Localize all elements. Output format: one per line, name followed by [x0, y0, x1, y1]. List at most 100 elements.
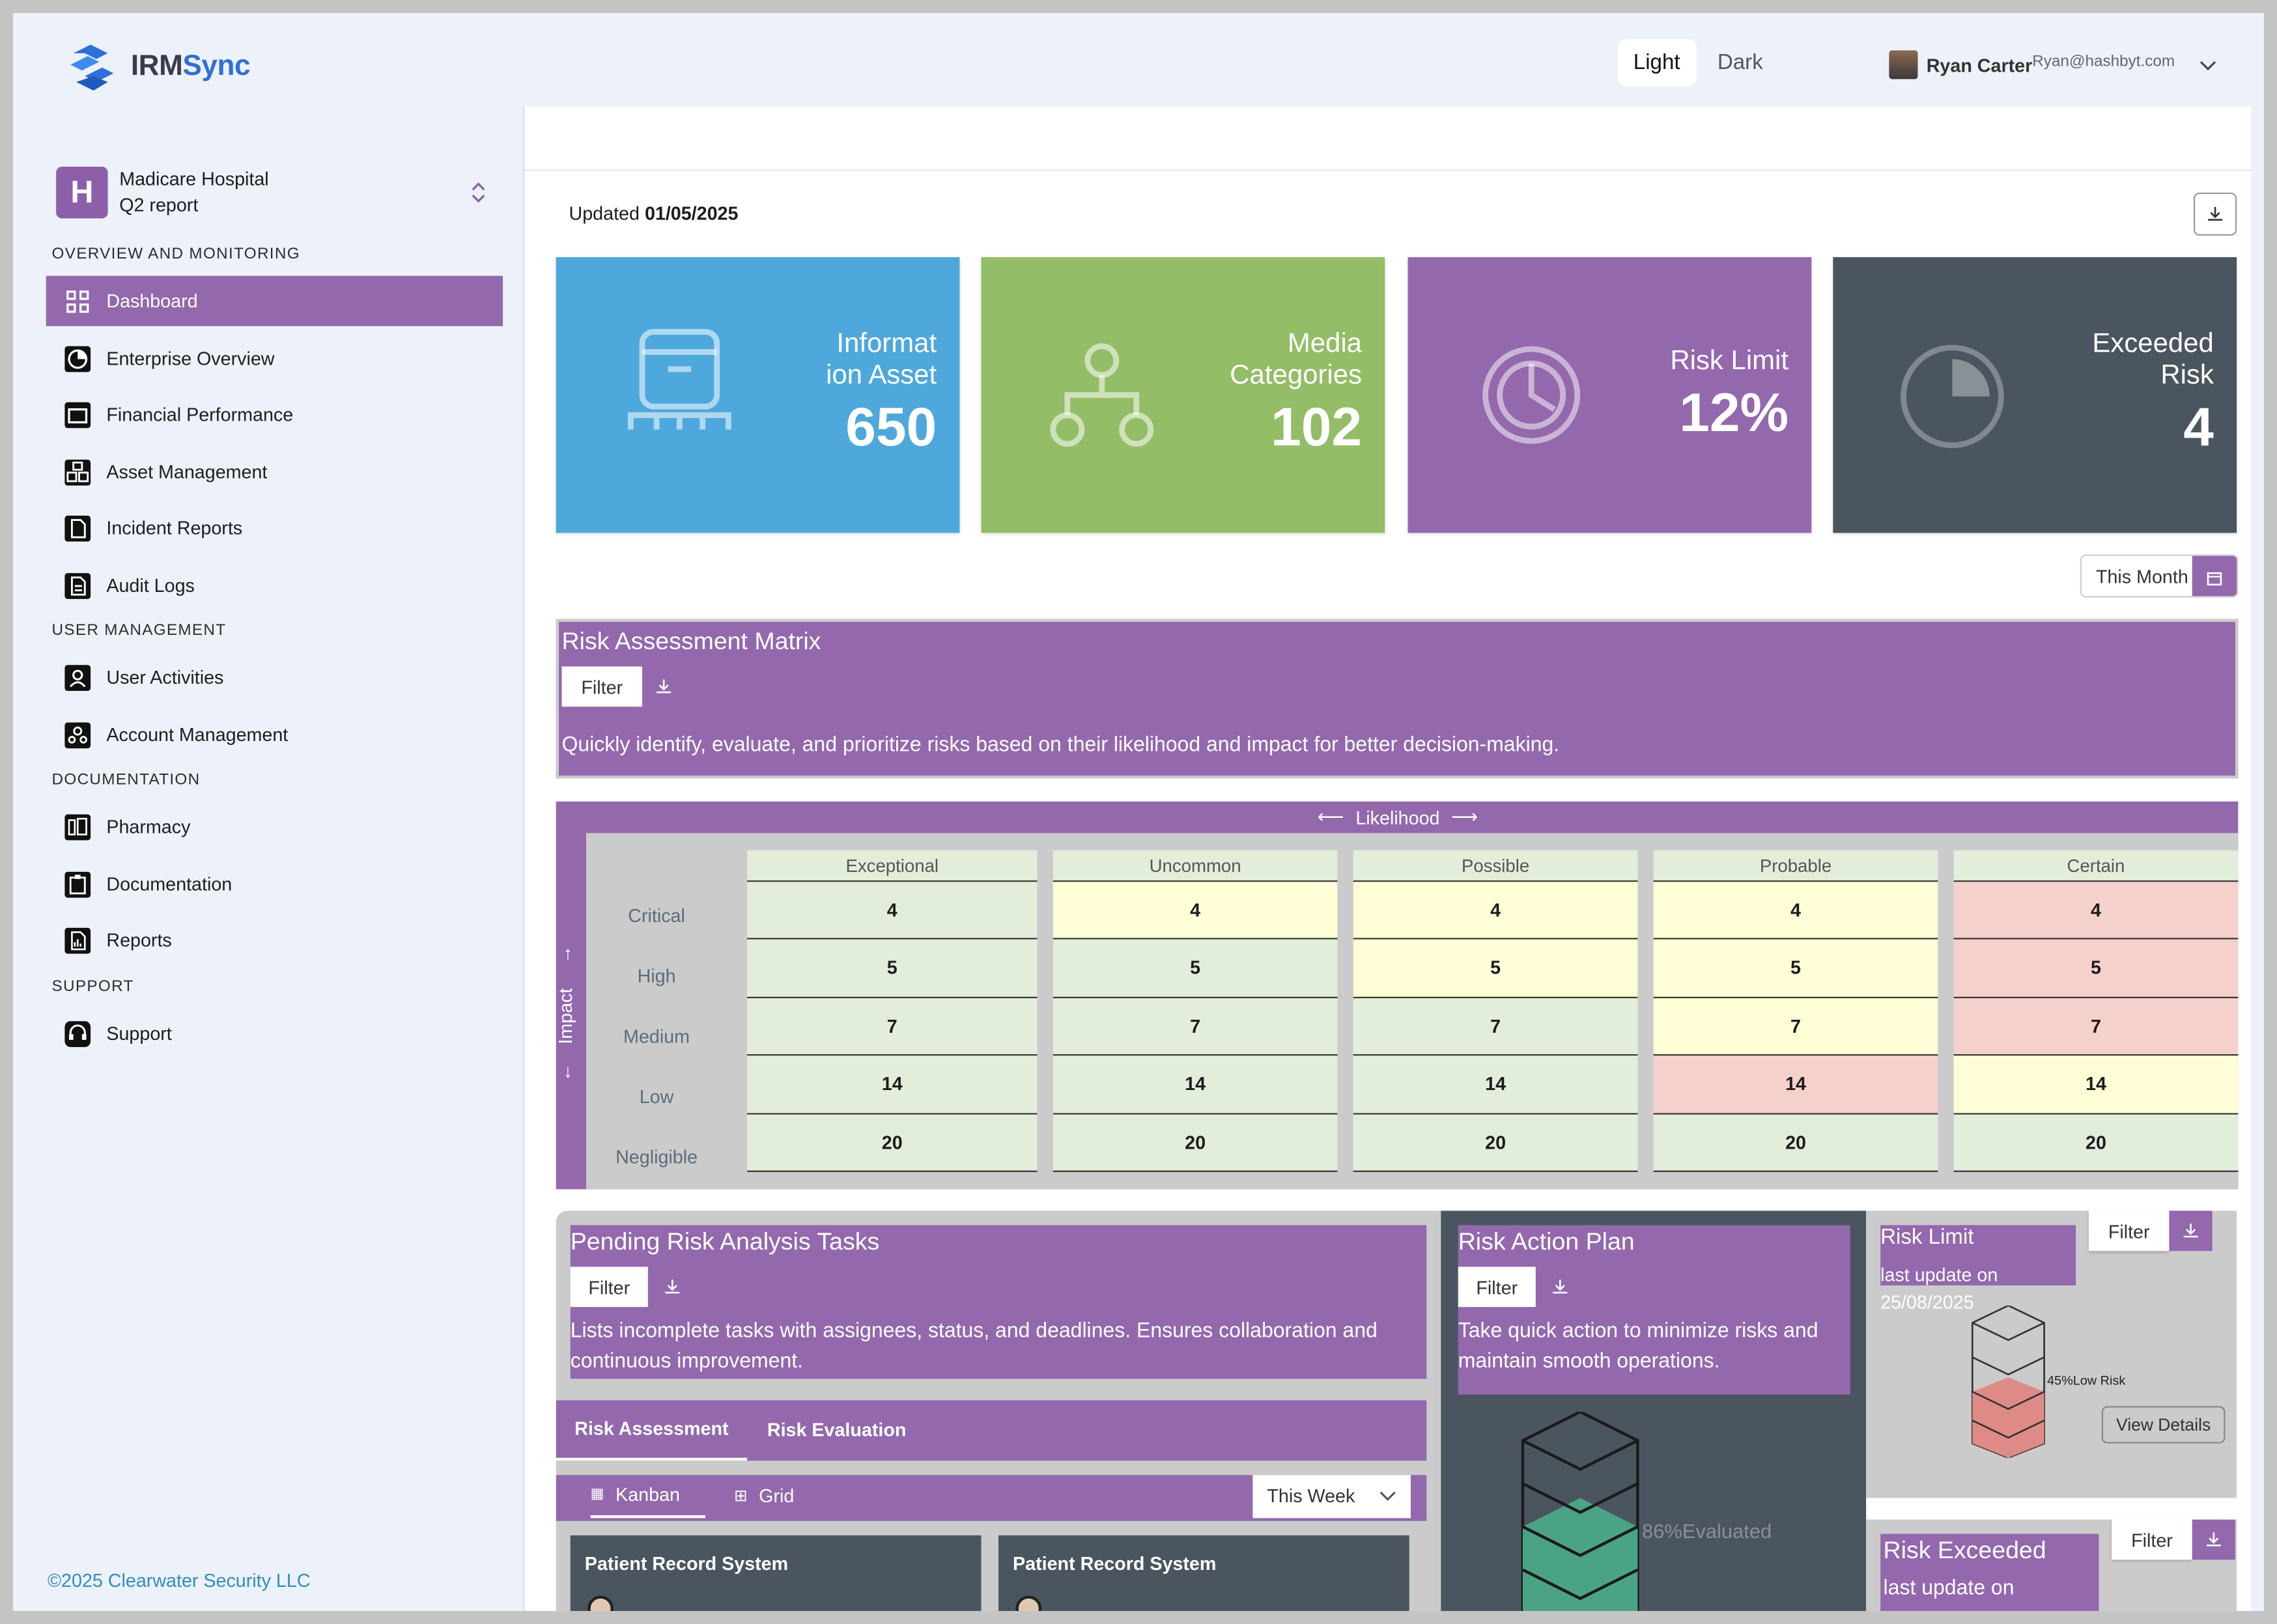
org-switcher[interactable]: H Madicare Hospital Q2 report — [56, 166, 487, 219]
matrix-cell[interactable]: 5 — [1053, 940, 1338, 998]
matrix-cell[interactable]: 5 — [747, 940, 1038, 998]
sidebar-item-audit-logs[interactable]: Audit Logs — [46, 560, 503, 610]
theme-switch[interactable]: Light Dark — [1617, 38, 1779, 87]
matrix-cell[interactable]: 20 — [1053, 1113, 1338, 1172]
view-kanban-button[interactable]: ▦ Kanban — [590, 1475, 706, 1519]
matrix-cell[interactable]: 7 — [1953, 998, 2239, 1056]
sidebar-item-financial-performance[interactable]: Financial Performance — [46, 389, 503, 440]
download-icon[interactable] — [1551, 1278, 1568, 1295]
sidebar-item-incident-reports[interactable]: Incident Reports — [46, 503, 503, 553]
matrix-cell[interactable]: 20 — [747, 1113, 1038, 1172]
view-details-button[interactable]: View Details — [2101, 1406, 2226, 1444]
risk-matrix-title: Risk Assessment Matrix — [561, 627, 821, 655]
sidebar-item-label: Reports — [106, 929, 172, 951]
sidebar-item-reports[interactable]: Reports — [46, 915, 503, 965]
pie-chart-icon — [1901, 344, 2004, 449]
matrix-cell[interactable]: 4 — [1053, 882, 1338, 940]
matrix-cell[interactable]: 7 — [747, 998, 1038, 1056]
filter-button[interactable]: Filter — [561, 666, 643, 707]
matrix-cell[interactable]: 7 — [1653, 998, 1938, 1056]
sidebar-item-label: Enterprise Overview — [106, 347, 275, 369]
sidebar-item-account-management[interactable]: Account Management — [46, 710, 503, 760]
download-icon — [2183, 1224, 2198, 1238]
stat-card-risk-limit[interactable]: Risk Limit 12% — [1407, 257, 1812, 533]
matrix-cell[interactable]: 4 — [1653, 882, 1938, 940]
matrix-cell[interactable]: 5 — [1353, 940, 1638, 998]
matrix-cell[interactable]: 20 — [1953, 1113, 2239, 1172]
theme-light-button[interactable]: Light — [1617, 38, 1696, 87]
matrix-column-possible: Possible 4 5 7 14 20 — [1353, 850, 1638, 1172]
user-menu[interactable]: Ryan Carter Ryan@hashbyt.com — [1889, 50, 2218, 79]
task-card[interactable]: Patient Record System — [998, 1535, 1409, 1611]
download-button[interactable] — [2169, 1211, 2213, 1252]
avatar — [587, 1595, 614, 1611]
task-card-title: Patient Record System — [1013, 1552, 1217, 1575]
matrix-cell[interactable]: 20 — [1653, 1113, 1938, 1172]
org-name: Madicare Hospital — [119, 168, 269, 190]
filter-button[interactable]: Filter — [2088, 1211, 2170, 1252]
sidebar-item-label: User Activities — [106, 666, 224, 688]
filter-button[interactable]: Filter — [2112, 1519, 2192, 1560]
tab-risk-evaluation[interactable]: Risk Evaluation — [767, 1419, 907, 1441]
period-select[interactable]: This Month — [2080, 554, 2239, 598]
matrix-cell[interactable]: 20 — [1353, 1113, 1638, 1172]
matrix-cell[interactable]: 14 — [1653, 1056, 1938, 1114]
theme-dark-button[interactable]: Dark — [1717, 50, 1763, 75]
matrix-cell[interactable]: 4 — [1953, 882, 2239, 940]
download-icon[interactable] — [664, 1278, 681, 1295]
filter-button[interactable]: Filter — [1458, 1267, 1536, 1308]
week-select[interactable]: This Week — [1252, 1475, 1411, 1519]
sidebar-item-label: Documentation — [106, 873, 233, 895]
view-grid-button[interactable]: ⊞ Grid — [734, 1475, 794, 1518]
sidebar-item-label: Account Management — [106, 723, 289, 746]
calendar-button[interactable] — [2192, 555, 2237, 596]
risk-exceeded-update: last update on — [1883, 1576, 2015, 1601]
card-title-line2: Risk — [2160, 360, 2214, 391]
chevron-down-icon — [1379, 1491, 1396, 1501]
sidebar-item-enterprise-overview[interactable]: Enterprise Overview — [46, 333, 503, 384]
card-title-line1: Risk Limit — [1670, 346, 1789, 376]
matrix-column-probable: Probable 4 5 7 14 20 — [1653, 850, 1938, 1172]
download-icon[interactable] — [655, 678, 672, 695]
matrix-cell[interactable]: 14 — [1053, 1056, 1338, 1114]
row-label-critical: Critical — [628, 904, 685, 927]
filter-button[interactable]: Filter — [570, 1267, 648, 1308]
stat-card-media-categories[interactable]: Media Categories 102 — [981, 257, 1385, 533]
matrix-cell[interactable]: 14 — [1353, 1056, 1638, 1114]
sidebar-item-dashboard[interactable]: Dashboard — [46, 275, 503, 326]
column-header: Exceptional — [747, 850, 1038, 882]
clipboard-icon — [63, 870, 92, 899]
sidebar-item-asset-management[interactable]: Asset Management — [46, 447, 503, 497]
sidebar-item-user-activities[interactable]: User Activities — [46, 652, 503, 702]
matrix-cell[interactable]: 14 — [747, 1056, 1038, 1114]
boxes-icon — [63, 458, 92, 486]
matrix-cell[interactable]: 4 — [747, 882, 1038, 940]
matrix-cell[interactable]: 14 — [1953, 1056, 2239, 1114]
pending-tasks-title: Pending Risk Analysis Tasks — [570, 1227, 880, 1255]
impact-axis-label: ↑ Impact ↓ — [554, 942, 586, 1086]
card-value: 4 — [2183, 398, 2214, 458]
matrix-cell[interactable]: 5 — [1953, 940, 2239, 998]
matrix-cell[interactable]: 5 — [1653, 940, 1938, 998]
task-card[interactable]: Patient Record System — [570, 1535, 982, 1611]
sort-icon[interactable] — [470, 181, 487, 204]
download-button[interactable] — [2192, 1519, 2235, 1560]
sidebar-item-pharmacy[interactable]: Pharmacy — [46, 802, 503, 852]
risk-limit-header: Risk Limit last update on — [1880, 1225, 2076, 1286]
tab-risk-assessment[interactable]: Risk Assessment — [556, 1401, 748, 1461]
pending-tabs: Risk Assessment Risk Evaluation — [556, 1400, 1427, 1461]
sidebar-item-support[interactable]: Support — [46, 1008, 503, 1058]
users-icon — [63, 720, 92, 749]
matrix-cell[interactable]: 4 — [1353, 882, 1638, 940]
matrix-cell[interactable]: 7 — [1353, 998, 1638, 1056]
download-button[interactable] — [2193, 192, 2237, 236]
chevron-down-icon[interactable] — [2198, 55, 2218, 75]
likelihood-axis-label: ⟵ Likelihood ⟶ — [1318, 805, 1478, 828]
report-icon — [63, 926, 92, 955]
risk-exceeded-header: Risk Exceeded last update on — [1880, 1533, 2099, 1611]
matrix-cell[interactable]: 7 — [1053, 998, 1338, 1056]
brand[interactable]: IRMSync — [64, 39, 251, 94]
stat-card-exceeded-risk[interactable]: Exceeded Risk 4 — [1833, 257, 2237, 533]
stat-card-information-asset[interactable]: Informat ion Asset 650 — [556, 257, 960, 533]
sidebar-item-documentation[interactable]: Documentation — [46, 859, 503, 909]
